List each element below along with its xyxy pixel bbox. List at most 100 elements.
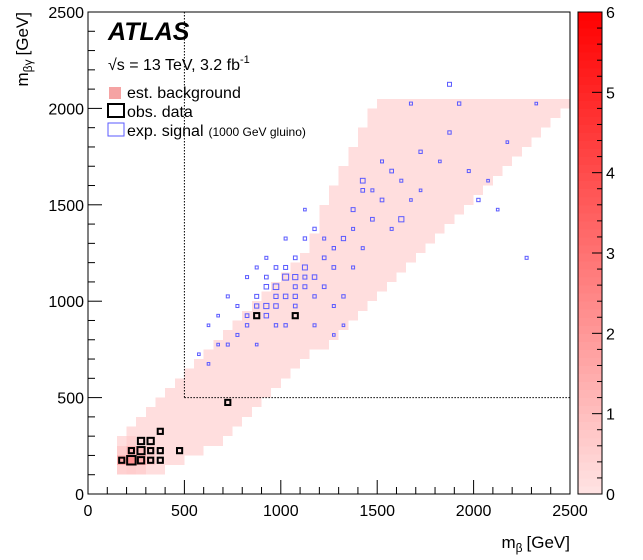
- background-hot-bin-5: [116, 445, 127, 456]
- color-bar-step: [578, 156, 602, 166]
- signal-box-43: [216, 342, 220, 347]
- data-box-15: [291, 312, 299, 320]
- signal-box-15: [340, 235, 347, 242]
- background-bin-row-26: [319, 214, 455, 225]
- color-bar-step: [578, 349, 602, 358]
- signal-box-63: [322, 236, 327, 241]
- data-box-13: [224, 398, 232, 407]
- color-bar-step: [578, 269, 602, 278]
- signal-box-54: [283, 264, 289, 270]
- color-bar-step: [578, 261, 602, 270]
- color-bar-step: [578, 20, 602, 29]
- background-bin-row-21: [290, 262, 407, 273]
- signal-box-11: [254, 293, 260, 299]
- color-bar-tick-label: 5: [606, 85, 615, 102]
- background-hot-bin-1: [126, 455, 137, 466]
- color-bar-step: [578, 52, 602, 61]
- color-bar-step: [578, 92, 602, 101]
- signal-box-49: [283, 236, 288, 241]
- signal-box-83: [534, 101, 539, 106]
- signal-box-53: [292, 284, 298, 290]
- plot-frame: [87, 11, 571, 495]
- y-axis-title: mβγ[GeV]: [13, 12, 35, 87]
- color-bar-step: [578, 429, 602, 439]
- signal-box-74: [332, 333, 336, 337]
- y-tick-label: 1500: [48, 198, 84, 215]
- signal-box-18: [379, 197, 385, 203]
- x-axis-ticks: 0 500 1000 1500 2000 2500: [84, 480, 588, 520]
- signal-box-50: [254, 265, 259, 270]
- background-bin-row-9: [174, 378, 281, 388]
- signal-box-71: [505, 140, 510, 144]
- signal-box-23: [456, 101, 462, 106]
- atlas-label: ATLAS: [107, 18, 190, 46]
- color-bar-step: [578, 341, 602, 350]
- background-bin-row-17: [251, 301, 368, 311]
- color-bar-step: [578, 389, 602, 399]
- background-bin-row-6: [145, 407, 252, 417]
- background-hot-bin-8: [126, 436, 137, 446]
- background-hot-bin-3: [126, 445, 137, 456]
- signal-box-64: [351, 226, 356, 231]
- color-bar-step: [578, 461, 602, 471]
- x-tick-label: 500: [171, 503, 198, 520]
- signal-box-84: [303, 207, 307, 212]
- signal-box-76: [216, 313, 220, 318]
- color-bar-step: [578, 188, 602, 198]
- background-bin-row-27: [319, 204, 464, 215]
- color-bar-step: [578, 477, 602, 487]
- background-bin-row-37: [367, 108, 561, 119]
- color-bar: [577, 11, 603, 495]
- signal-box-29: [359, 177, 366, 184]
- signal-box-81: [389, 226, 394, 231]
- signal-box-3: [263, 302, 270, 310]
- color-bar-step: [578, 148, 602, 158]
- y-tick-label: 0: [75, 487, 84, 504]
- color-bar-step: [578, 469, 602, 479]
- signal-box-14: [331, 265, 337, 270]
- signal-box-21: [418, 149, 423, 154]
- data-box-4: [156, 456, 164, 464]
- signal-box-56: [273, 293, 279, 299]
- color-bar-step: [578, 236, 602, 246]
- color-bar-tick-label: 2: [606, 326, 615, 343]
- legend-label-signal: exp. signal (1000 GeV gluino): [127, 123, 306, 140]
- background-bin-row-25: [319, 224, 445, 234]
- signal-box-19: [398, 216, 405, 223]
- x-tick-label: 1500: [359, 503, 395, 520]
- data-box-11: [146, 436, 155, 446]
- signal-box-59: [263, 312, 270, 319]
- background-hot-bin-2: [136, 455, 146, 466]
- background-bin-row-18: [261, 291, 378, 302]
- signal-box-51: [264, 274, 269, 280]
- signal-box-73: [341, 323, 346, 328]
- x-axis-title: mβ [GeV]: [501, 533, 570, 555]
- color-bar-step: [578, 301, 602, 310]
- background-bin-row-19: [271, 281, 387, 292]
- background-hot-bin-9: [116, 465, 127, 475]
- signal-box-41: [235, 332, 240, 337]
- color-bar-step: [578, 445, 602, 455]
- background-hot-bin-0: [116, 455, 127, 466]
- background-bin-row-35: [357, 127, 542, 138]
- color-bar-step: [578, 277, 602, 286]
- signal-box-33: [292, 255, 298, 261]
- color-bar-ticks: 0 1 2 3 4 5 6: [592, 5, 615, 504]
- signal-box-2: [292, 274, 299, 281]
- signal-box-31: [312, 226, 317, 232]
- background-bin-row-32: [348, 156, 513, 167]
- color-bar-step: [578, 228, 602, 238]
- color-bar-step: [578, 421, 602, 431]
- signal-box-28: [408, 101, 413, 106]
- color-bar-step: [578, 212, 602, 222]
- energy-lumi-label: √s = 13 TeV, 3.2 fb-1: [108, 54, 250, 74]
- color-bar-step: [578, 60, 602, 69]
- background-bin-row-24: [309, 233, 436, 244]
- background-bin-row-28: [329, 195, 474, 205]
- x-tick-label: 0: [84, 503, 93, 520]
- background-bin-row-16: [242, 310, 358, 321]
- color-bar-step: [578, 437, 602, 447]
- color-bar-step: [578, 100, 602, 109]
- signal-box-62: [331, 246, 336, 251]
- signal-box-8: [292, 293, 298, 299]
